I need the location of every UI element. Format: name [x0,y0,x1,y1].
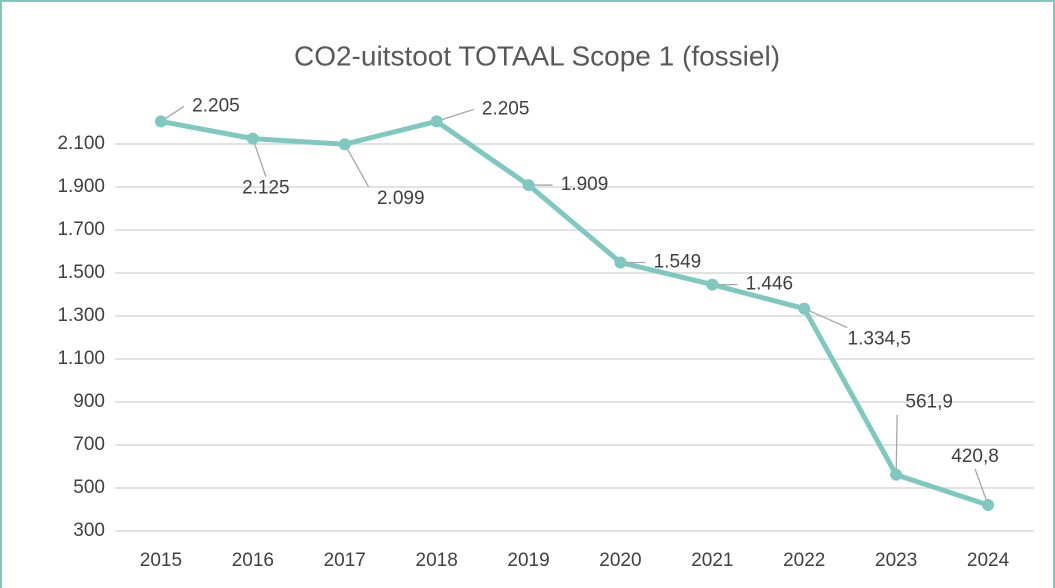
x-tick-label: 2015 [140,550,182,571]
data-point [246,132,259,145]
data-label: 2.205 [482,98,530,119]
data-label: 2.205 [192,95,240,116]
x-tick-label: 2019 [507,550,549,571]
y-tick-label: 1.900 [57,176,105,197]
data-label: 1.334,5 [848,329,911,350]
y-tick-label: 1.100 [57,348,105,369]
leader-line [436,108,474,123]
x-tick-label: 2024 [967,550,1010,571]
y-tick-label: 2.100 [57,133,105,154]
data-point [154,115,167,128]
data-point [430,115,443,128]
data-point [890,468,903,481]
y-tick-label: 300 [73,520,105,541]
y-tick-label: 900 [73,391,105,412]
x-tick-label: 2020 [599,550,641,571]
x-tick-label: 2021 [691,550,733,571]
data-label: 420,8 [951,446,999,467]
leader-line [252,138,267,177]
data-line [160,118,989,508]
chart-title: CO2-uitstoot TOTAAL Scope 1 (fossiel) [294,40,780,71]
x-tick-label: 2017 [324,550,366,571]
leader-line [895,414,898,475]
x-tick-label: 2022 [783,550,825,571]
y-tick-label: 1.300 [57,305,105,326]
data-point [338,138,351,151]
y-tick-label: 1.500 [57,262,105,283]
data-point [798,302,811,315]
leader-line [344,143,370,188]
data-point [614,256,627,269]
data-label: 2.125 [242,178,290,199]
y-tick-label: 700 [73,434,105,455]
data-label: 561,9 [905,392,953,413]
leader-line [974,468,989,506]
data-label: 2.099 [377,188,425,209]
data-label: 1.446 [746,274,794,295]
leader-line [803,307,848,329]
data-label: 1.909 [561,174,609,195]
x-tick-label: 2018 [416,550,458,571]
y-tick-label: 1.700 [57,219,105,240]
data-point [982,499,995,512]
data-label: 1.549 [654,251,702,272]
data-point [706,278,719,291]
x-tick-label: 2023 [875,550,917,571]
x-tick-label: 2016 [232,550,274,571]
data-point [522,179,535,192]
y-tick-label: 500 [73,477,105,498]
